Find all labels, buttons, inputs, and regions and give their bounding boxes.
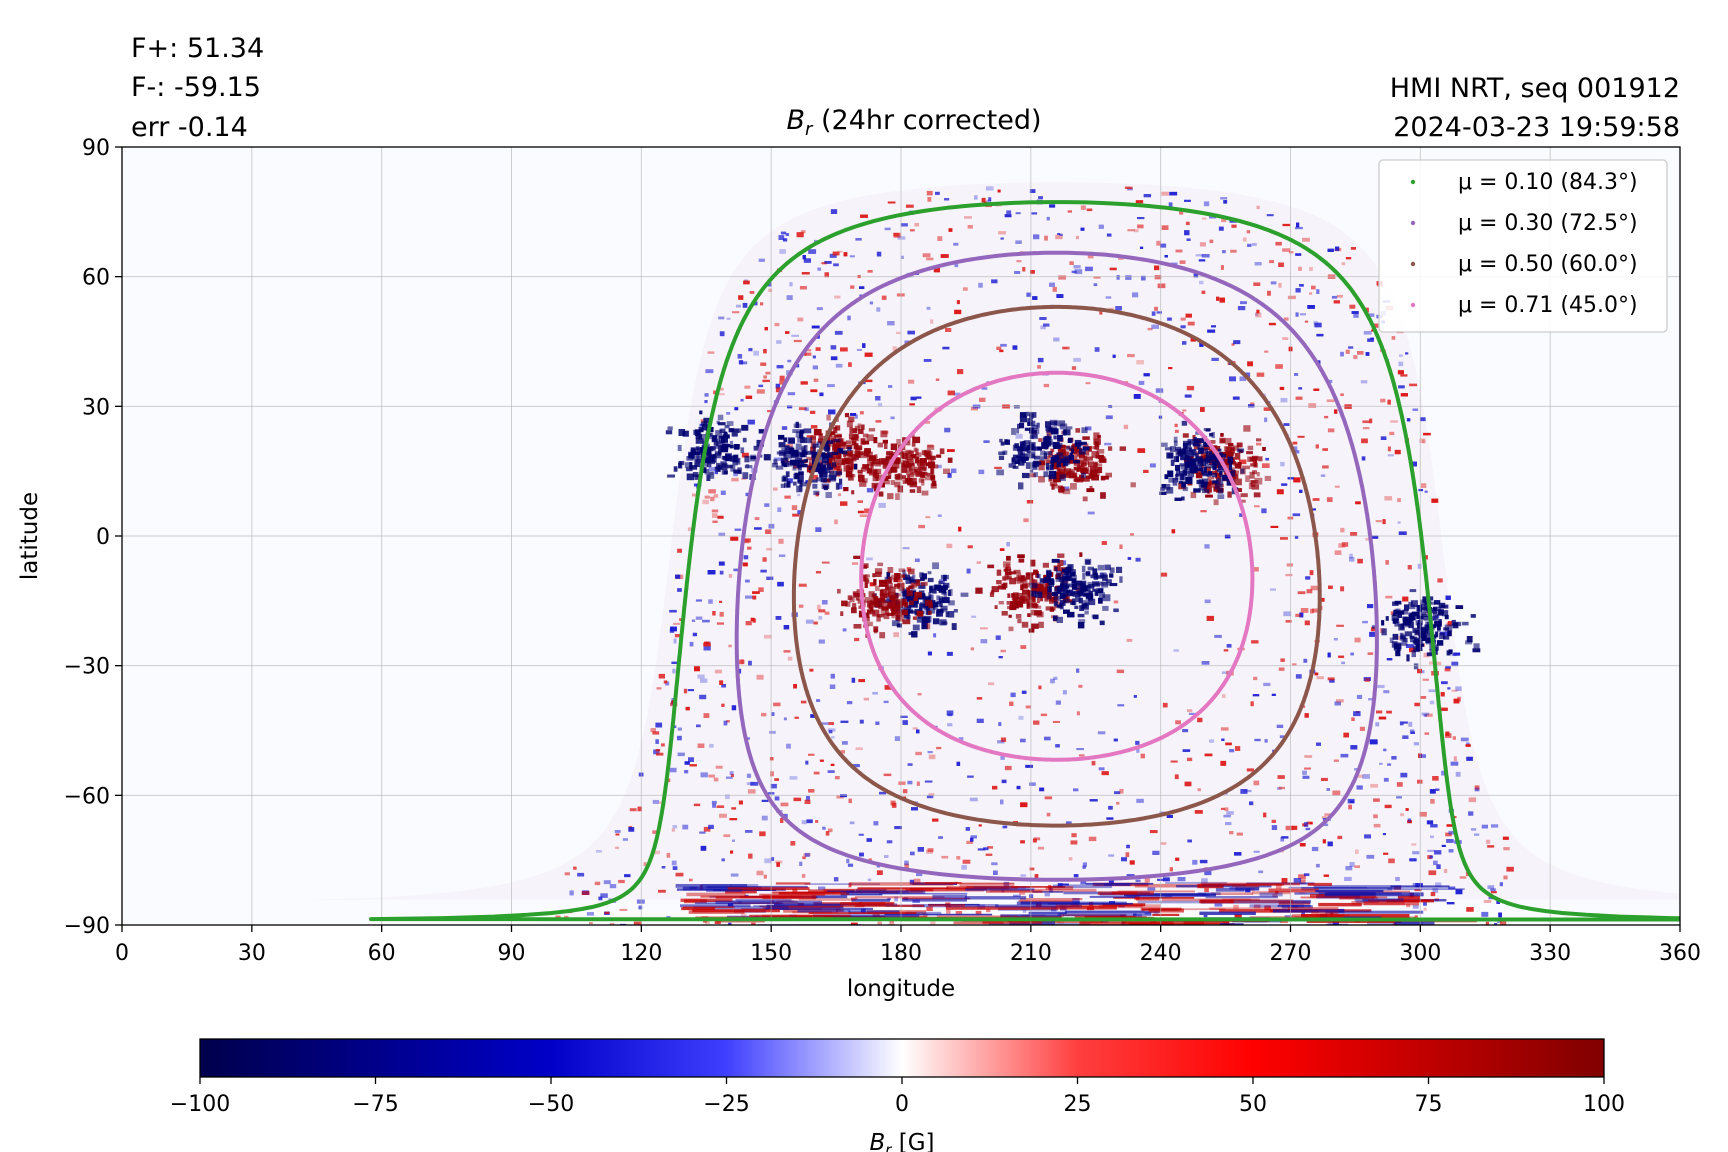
- colorbar-tick-label: −25: [703, 1092, 749, 1117]
- legend-box: [1378, 159, 1668, 333]
- colorbar-tick-label: 75: [1415, 1092, 1443, 1117]
- y-tick-label: 60: [82, 266, 110, 291]
- timestamp-label: 2024-03-23 19:59:58: [1393, 112, 1680, 143]
- y-tick-label: −60: [64, 784, 110, 809]
- legend-marker: [1410, 179, 1416, 185]
- legend-label: μ = 0.10 (84.3°): [1458, 170, 1638, 195]
- x-tick-label: 210: [1010, 941, 1052, 966]
- mu-contours: [369, 200, 1680, 922]
- legend-marker: [1410, 302, 1416, 308]
- magnetogram-disk: [299, 182, 1680, 925]
- stat-fplus: F+: 51.34: [131, 33, 264, 64]
- active-region: [837, 555, 933, 639]
- x-tick-label: 360: [1659, 941, 1701, 966]
- colorbar-ticks: −100 −75 −50 −25 0 25 50 75 100: [170, 1077, 1625, 1117]
- active-region: [1029, 558, 1123, 629]
- chart-title: Br (24hr corrected): [786, 105, 1041, 140]
- y-axis-label: latitude: [17, 492, 43, 580]
- x-tick-label: 240: [1140, 941, 1182, 966]
- colorbar: [199, 1038, 1605, 1078]
- mu-contour-line: [859, 370, 1255, 762]
- x-tick-label: 150: [750, 941, 792, 966]
- colorbar-tick-label: −50: [528, 1092, 574, 1117]
- x-tick-label: 300: [1399, 941, 1441, 966]
- colorbar-tick-label: 0: [895, 1092, 909, 1117]
- active-region: [1371, 589, 1481, 670]
- mu-contour-line: [369, 200, 1680, 922]
- y-axis-ticks: 90 60 30 0 −30 −60 −90: [64, 136, 122, 939]
- x-tick-label: 180: [880, 941, 922, 966]
- y-tick-label: 90: [82, 136, 110, 161]
- y-tick-label: −90: [64, 914, 110, 939]
- active-region: [996, 405, 1090, 490]
- x-tick-label: 90: [498, 941, 526, 966]
- disk-fill: [299, 182, 1680, 900]
- mu-contour-line: [791, 304, 1322, 828]
- x-tick-label: 120: [620, 941, 662, 966]
- x-tick-label: 270: [1270, 941, 1312, 966]
- colorbar-tick-label: 25: [1064, 1092, 1092, 1117]
- stat-err: err -0.14: [131, 112, 248, 143]
- x-tick-label: 0: [115, 941, 129, 966]
- x-tick-label: 30: [238, 941, 266, 966]
- colorbar-tick-label: 100: [1583, 1092, 1625, 1117]
- colorbar-tick-label: −75: [352, 1092, 398, 1117]
- mu-contour-line: [734, 250, 1379, 882]
- active-region: [850, 428, 953, 500]
- colorbar-tick-label: −100: [170, 1092, 230, 1117]
- x-tick-label: 60: [368, 941, 396, 966]
- legend-label: μ = 0.50 (60.0°): [1458, 252, 1638, 277]
- legend-marker: [1410, 261, 1416, 267]
- legend-label: μ = 0.30 (72.5°): [1458, 211, 1638, 236]
- field-noise: [555, 186, 1514, 925]
- y-tick-label: 0: [96, 525, 110, 550]
- colorbar-tick-label: 50: [1239, 1092, 1267, 1117]
- legend: μ = 0.10 (84.3°) μ = 0.30 (72.5°) μ = 0.50…: [1378, 159, 1668, 333]
- x-axis-label: longitude: [847, 976, 955, 1002]
- active-region: [763, 421, 858, 498]
- colorbar-label: Br [G]: [869, 1130, 934, 1152]
- legend-label: μ = 0.71 (45.0°): [1458, 293, 1638, 318]
- legend-marker: [1410, 220, 1416, 226]
- stat-fminus: F-: -59.15: [131, 72, 261, 103]
- y-tick-label: 30: [82, 395, 110, 420]
- source-label: HMI NRT, seq 001912: [1390, 73, 1680, 104]
- x-axis-ticks: 0 30 60 90 120 150 180 210 240 270 300 330 360: [115, 925, 1701, 966]
- y-tick-label: −30: [64, 655, 110, 680]
- x-tick-label: 330: [1529, 941, 1571, 966]
